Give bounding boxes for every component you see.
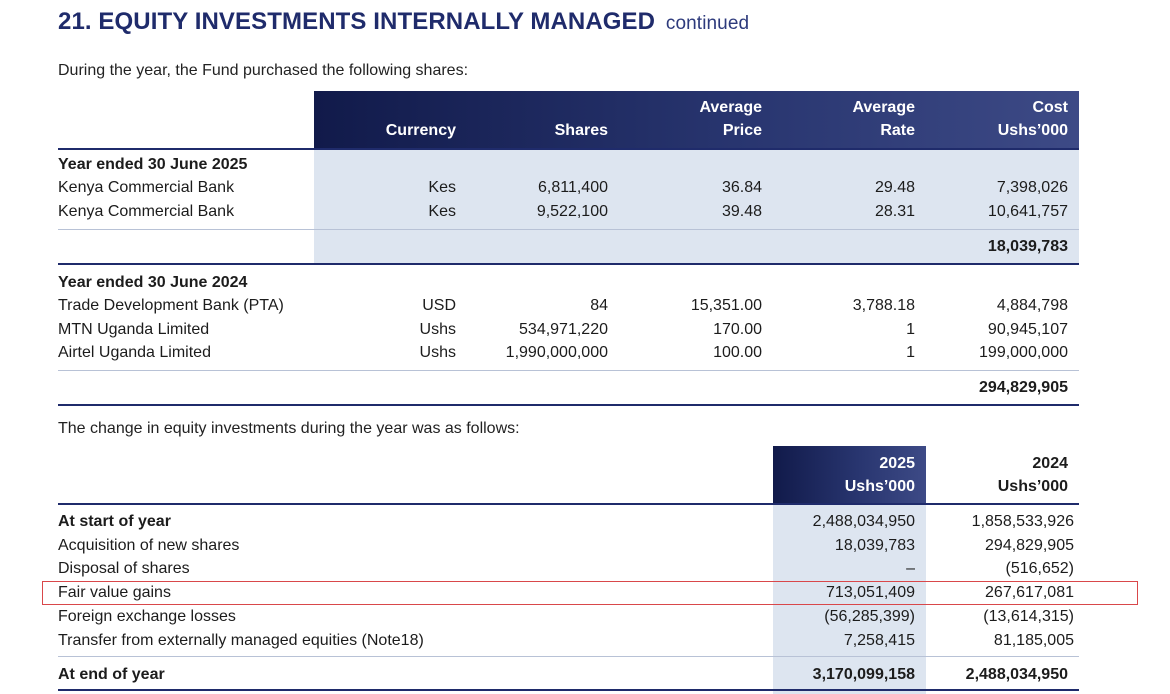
end-of-year-2025: 3,170,099,158 xyxy=(812,666,915,683)
col-avg-rate-line2: Rate xyxy=(880,122,915,139)
total-2024: 294,829,905 xyxy=(979,379,1068,396)
value-2024: 294,829,905 xyxy=(985,536,1074,554)
avg-rate-cell: 1 xyxy=(906,320,915,338)
avg-price-cell: 36.84 xyxy=(721,179,762,196)
cost-cell: 7,398,026 xyxy=(996,179,1068,196)
header-rule xyxy=(58,148,1079,150)
currency-cell: Kes xyxy=(428,202,456,220)
avg-rate-cell: 3,788.18 xyxy=(852,297,915,314)
page-title: 21. EQUITY INVESTMENTS INTERNALLY MANAGE… xyxy=(58,8,749,36)
value-2025: 713,051,409 xyxy=(826,584,915,602)
end-of-year-label: At end of year xyxy=(58,666,165,683)
title-text: 21. EQUITY INVESTMENTS INTERNALLY MANAGE… xyxy=(58,8,656,35)
currency-cell: Ushs xyxy=(419,344,456,362)
movement-header-rule xyxy=(58,503,1079,505)
shares-cell: 6,811,400 xyxy=(538,179,608,196)
total-2025: 18,039,783 xyxy=(987,238,1068,255)
year-2025-heading: Year ended 30 June 2025 xyxy=(58,156,248,173)
value-2025: 2,488,034,950 xyxy=(812,513,915,530)
col-shares: Shares xyxy=(554,122,608,139)
movement-label: Transfer from externally managed equitie… xyxy=(58,631,424,649)
col-2024-unit: Ushs’000 xyxy=(997,478,1068,495)
title-continued: continued xyxy=(665,13,750,34)
movement-label: Acquisition of new shares xyxy=(58,536,240,554)
movement-total-rule xyxy=(58,689,1079,691)
total-rule-2025 xyxy=(58,263,1079,265)
value-2025: 7,258,415 xyxy=(843,631,915,649)
value-2024: (13,614,315) xyxy=(983,607,1074,625)
col-2025: 2025 Ushs’000 xyxy=(773,452,915,498)
company-name: Trade Development Bank (PTA) xyxy=(58,297,284,314)
value-2025: (56,285,399) xyxy=(824,607,915,625)
col-avg-rate-line1: Average xyxy=(852,99,915,116)
shares-cell: 1,990,000,000 xyxy=(505,344,608,362)
col-avg-price-line2: Price xyxy=(722,122,762,139)
movement-header-band xyxy=(773,446,926,503)
value-2024: 81,185,005 xyxy=(993,631,1074,649)
col-currency: Currency xyxy=(385,122,456,139)
movement-subtotal-rule xyxy=(58,656,1079,657)
shares-cell: 84 xyxy=(590,297,608,314)
col-cost-line1: Cost xyxy=(1032,99,1068,116)
avg-price-cell: 100.00 xyxy=(713,344,762,362)
currency-cell: Ushs xyxy=(419,320,456,338)
value-2024: 1,858,533,926 xyxy=(971,513,1074,530)
end-of-year-2024: 2,488,034,950 xyxy=(965,666,1068,683)
cost-cell: 199,000,000 xyxy=(979,344,1068,362)
movement-intro: The change in equity investments during … xyxy=(58,420,520,437)
col-2024: 2024 Ushs’000 xyxy=(926,452,1068,498)
avg-price-cell: 15,351.00 xyxy=(690,297,762,314)
avg-price-cell: 39.48 xyxy=(721,202,762,220)
avg-rate-cell: 1 xyxy=(906,344,915,362)
movement-label: Fair value gains xyxy=(58,584,171,602)
subtotal-rule-2025 xyxy=(58,229,1079,230)
purchases-header-band xyxy=(314,91,1079,148)
avg-rate-cell: 28.31 xyxy=(874,202,915,220)
col-cost-line2: Ushs’000 xyxy=(997,122,1068,139)
col-2025-unit: Ushs’000 xyxy=(844,478,915,495)
highlight-box xyxy=(42,581,1138,605)
col-2025-year: 2025 xyxy=(879,455,915,472)
currency-cell: USD xyxy=(422,297,456,314)
total-rule-2024 xyxy=(58,404,1079,406)
col-avg-rate: Average Rate xyxy=(773,96,915,142)
subtotal-rule-2024 xyxy=(58,370,1079,371)
value-2025: – xyxy=(906,560,915,578)
value-2024: 267,617,081 xyxy=(985,584,1074,602)
col-2024-year: 2024 xyxy=(1032,455,1068,472)
value-2024: (516,652) xyxy=(1005,560,1075,578)
movement-label: At start of year xyxy=(58,513,171,530)
company-name: Airtel Uganda Limited xyxy=(58,344,211,362)
movement-label: Disposal of shares xyxy=(58,560,190,578)
year-2024-heading: Year ended 30 June 2024 xyxy=(58,274,248,291)
col-avg-price: Average Price xyxy=(620,96,762,142)
avg-price-cell: 170.00 xyxy=(713,320,762,338)
value-2025: 18,039,783 xyxy=(834,536,915,554)
currency-cell: Kes xyxy=(428,179,456,196)
shares-cell: 534,971,220 xyxy=(519,320,608,338)
purchases-shade-2025 xyxy=(314,148,1079,264)
movement-shade-2025 xyxy=(773,503,926,694)
shares-cell: 9,522,100 xyxy=(536,202,608,220)
company-name: Kenya Commercial Bank xyxy=(58,202,235,220)
col-cost: Cost Ushs’000 xyxy=(926,96,1068,142)
cost-cell: 90,945,107 xyxy=(987,320,1068,338)
company-name: MTN Uganda Limited xyxy=(58,320,210,338)
company-name: Kenya Commercial Bank xyxy=(58,179,235,196)
col-avg-price-line1: Average xyxy=(699,99,762,116)
cost-cell: 4,884,798 xyxy=(996,297,1068,314)
movement-label: Foreign exchange losses xyxy=(58,607,236,625)
purchases-intro: During the year, the Fund purchased the … xyxy=(58,62,469,79)
cost-cell: 10,641,757 xyxy=(987,202,1068,220)
avg-rate-cell: 29.48 xyxy=(874,179,915,196)
